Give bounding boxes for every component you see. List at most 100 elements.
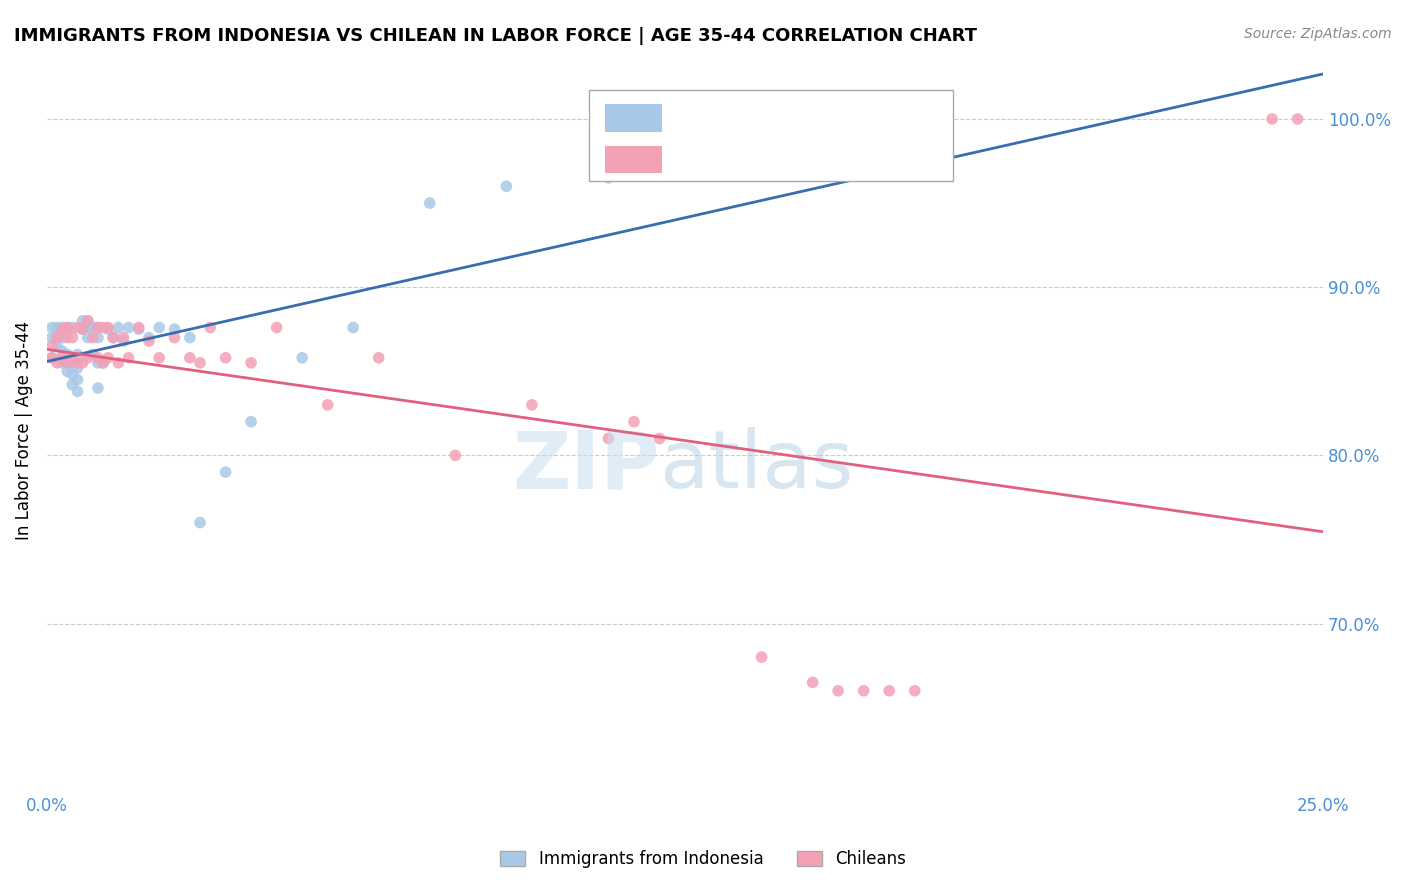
- Point: [419, 196, 441, 211]
- Point: [87, 381, 110, 395]
- FancyBboxPatch shape: [605, 146, 662, 173]
- FancyBboxPatch shape: [589, 90, 953, 180]
- Point: [904, 683, 927, 698]
- FancyBboxPatch shape: [605, 104, 662, 132]
- Point: [877, 683, 900, 698]
- Point: [56, 320, 79, 334]
- Point: [66, 360, 89, 375]
- Point: [66, 347, 89, 361]
- Point: [751, 650, 773, 665]
- Point: [72, 356, 94, 370]
- Point: [87, 351, 110, 365]
- Point: [76, 314, 98, 328]
- Point: [163, 330, 186, 344]
- Point: [76, 320, 98, 334]
- Point: [91, 356, 114, 370]
- Point: [112, 334, 135, 348]
- Point: [76, 314, 98, 328]
- Point: [72, 322, 94, 336]
- Point: [97, 322, 120, 336]
- Point: [72, 320, 94, 334]
- Point: [316, 398, 339, 412]
- Point: [62, 377, 84, 392]
- Point: [76, 330, 98, 344]
- Point: [51, 356, 73, 370]
- Point: [163, 322, 186, 336]
- Point: [1286, 112, 1309, 126]
- Legend: Immigrants from Indonesia, Chileans: Immigrants from Indonesia, Chileans: [494, 844, 912, 875]
- Point: [66, 384, 89, 399]
- Text: R = 0.524   N = 56: R = 0.524 N = 56: [678, 109, 848, 127]
- Point: [138, 334, 160, 348]
- Point: [148, 351, 170, 365]
- Point: [62, 351, 84, 365]
- Point: [112, 330, 135, 344]
- Point: [66, 373, 89, 387]
- Text: Source: ZipAtlas.com: Source: ZipAtlas.com: [1244, 27, 1392, 41]
- Point: [648, 432, 671, 446]
- Point: [188, 356, 211, 370]
- Point: [82, 330, 104, 344]
- Point: [240, 415, 263, 429]
- Point: [87, 320, 110, 334]
- Point: [41, 330, 63, 344]
- Point: [240, 356, 263, 370]
- Point: [51, 330, 73, 344]
- Y-axis label: In Labor Force | Age 35-44: In Labor Force | Age 35-44: [15, 320, 32, 540]
- Point: [56, 356, 79, 370]
- Point: [852, 683, 875, 698]
- Point: [51, 322, 73, 336]
- Point: [128, 320, 150, 334]
- Point: [41, 339, 63, 353]
- Point: [62, 368, 84, 382]
- Point: [148, 320, 170, 334]
- Point: [87, 330, 110, 344]
- Point: [41, 351, 63, 365]
- Point: [82, 320, 104, 334]
- Point: [62, 351, 84, 365]
- Point: [342, 320, 364, 334]
- Point: [46, 320, 69, 334]
- Point: [46, 330, 69, 344]
- Point: [117, 320, 139, 334]
- Point: [214, 351, 236, 365]
- Point: [56, 364, 79, 378]
- Point: [51, 320, 73, 334]
- Point: [107, 320, 129, 334]
- Point: [266, 320, 288, 334]
- Point: [46, 356, 69, 370]
- Text: atlas: atlas: [659, 427, 853, 505]
- Point: [56, 320, 79, 334]
- Point: [827, 683, 849, 698]
- Point: [97, 351, 120, 365]
- Point: [46, 339, 69, 353]
- Point: [62, 320, 84, 334]
- Point: [495, 179, 517, 194]
- Point: [62, 330, 84, 344]
- Point: [41, 320, 63, 334]
- Point: [179, 351, 201, 365]
- Point: [520, 398, 543, 412]
- Point: [41, 351, 63, 365]
- Point: [188, 516, 211, 530]
- Point: [623, 415, 645, 429]
- Point: [179, 330, 201, 344]
- Point: [51, 351, 73, 365]
- Text: R = 0.446   N = 53: R = 0.446 N = 53: [678, 151, 848, 169]
- Point: [138, 330, 160, 344]
- Text: IMMIGRANTS FROM INDONESIA VS CHILEAN IN LABOR FORCE | AGE 35-44 CORRELATION CHAR: IMMIGRANTS FROM INDONESIA VS CHILEAN IN …: [14, 27, 977, 45]
- Point: [367, 351, 389, 365]
- Point: [91, 356, 114, 370]
- Point: [598, 170, 620, 185]
- Point: [56, 356, 79, 370]
- Point: [91, 320, 114, 334]
- Point: [1261, 112, 1284, 126]
- Point: [66, 320, 89, 334]
- Point: [200, 320, 222, 334]
- Point: [801, 675, 824, 690]
- Point: [76, 351, 98, 365]
- Point: [46, 330, 69, 344]
- Point: [82, 347, 104, 361]
- Point: [97, 320, 120, 334]
- Point: [107, 356, 129, 370]
